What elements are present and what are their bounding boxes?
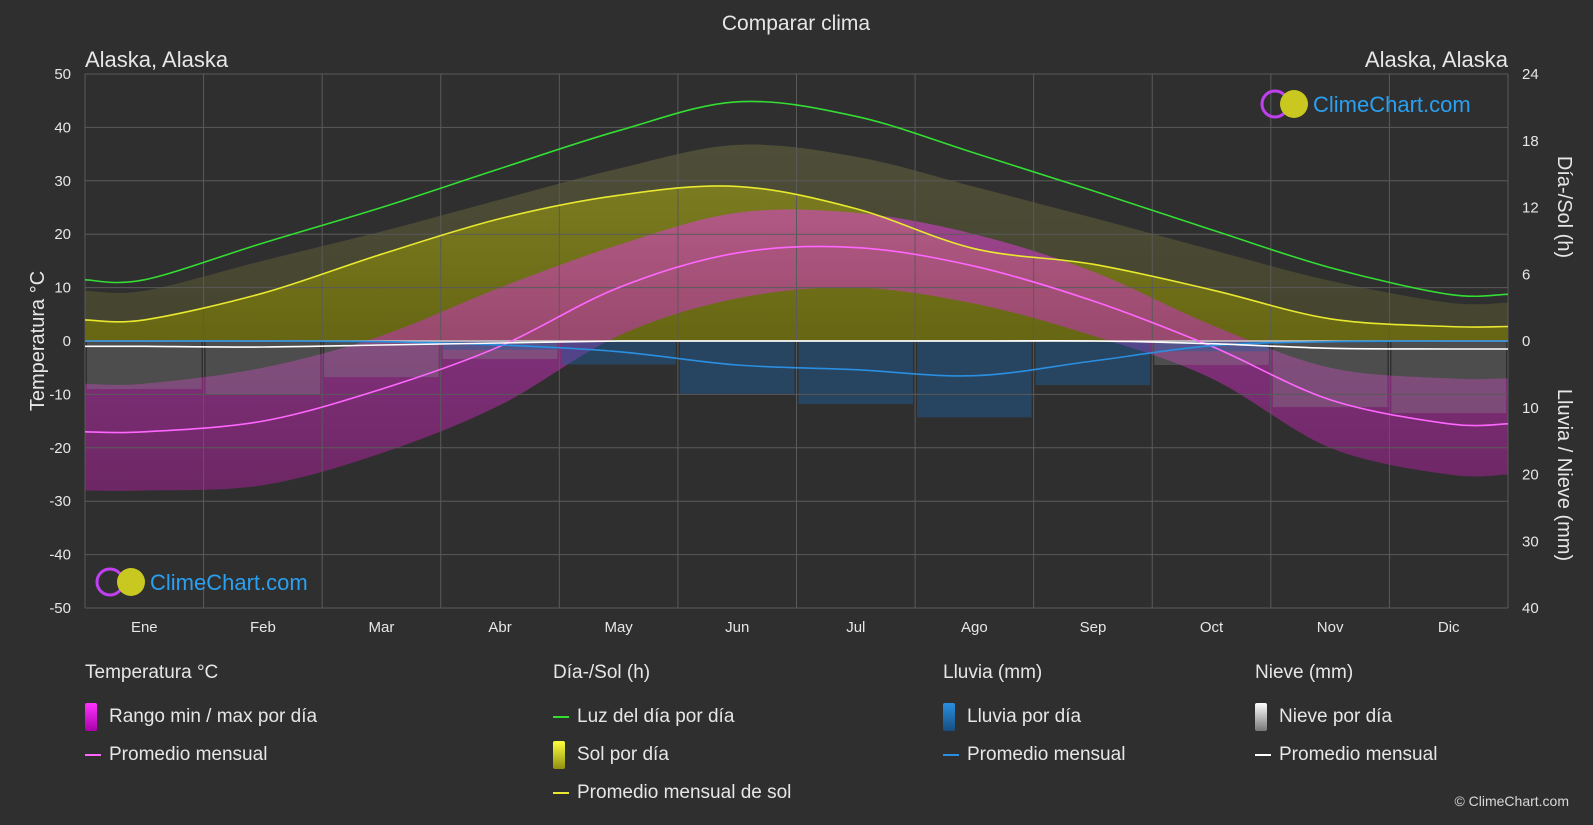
y-right-bottom-label: Lluvia / Nieve (mm) [1553,389,1575,561]
daylight-line [85,100,1508,298]
y-right-top-label: Día-/Sol (h) [1553,156,1575,258]
brand-text-top: ClimeChart.com [1313,92,1471,117]
x-tick-label: Ene [131,619,158,636]
y-left-tick-label: -20 [49,440,71,457]
y-left-tick-label: 30 [54,173,71,190]
legend-snow-avg: Promedio mensual [1255,736,1437,774]
legend-daylight-label: Luz del día por día [577,706,735,727]
y-left-tick-label: -40 [49,547,71,564]
legend-snow-day-label: Nieve por día [1279,706,1393,727]
legend-sun-avg-label: Promedio mensual de sol [577,782,792,803]
legend-rain-title: Lluvia (mm) [943,662,1043,683]
y-left-tick-label: 40 [54,119,71,136]
legend-temp-range: Rango min / max por día [85,698,317,736]
rain-swatch [943,703,955,731]
rain-avg-swatch [943,754,959,756]
legend-rain-avg-label: Promedio mensual [967,744,1126,765]
rain-bar [561,341,676,365]
sun-avg-line [85,185,1508,328]
snow-avg-swatch [1255,754,1271,756]
x-tick-label: May [604,619,633,636]
legend-rain-avg: Promedio mensual [943,736,1125,774]
y-right-bottom-tick-label: 20 [1522,467,1539,484]
rain-bar [917,341,1032,418]
x-tick-label: Ago [961,619,988,636]
y-left-label: Temperatura °C [27,271,49,411]
legend-sun-avg: Promedio mensual de sol [553,774,791,812]
legend-sun-label: Sol por día [577,744,669,765]
legend-rain-day-label: Lluvia por día [967,706,1082,727]
temp-avg-swatch [85,754,101,756]
legend-snow-day: Nieve por día [1255,698,1437,736]
x-tick-label: Jul [846,619,865,636]
legend-sun-day: Sol por día [553,736,791,774]
legend-temp-avg-label: Promedio mensual [109,744,268,765]
legend-snow-title: Nieve (mm) [1255,662,1354,683]
x-tick-label: Oct [1200,619,1224,636]
legend-temp-title: Temperatura °C [85,662,219,683]
temp-range-swatch [85,703,97,731]
legend-sun: Día-/Sol (h) Luz del día por día Sol por… [553,662,791,812]
sun-swatch [553,741,565,769]
y-right-bottom-tick-label: 40 [1522,600,1539,617]
snow-swatch [1255,703,1267,731]
location-right: Alaska, Alaska [1365,47,1509,72]
logo-sun-icon [1280,90,1308,118]
rain-bar [1035,341,1151,386]
snow-bar [205,341,321,396]
x-tick-label: Dic [1438,619,1460,636]
x-tick-label: Jun [725,619,749,636]
x-tick-label: Abr [488,619,511,636]
y-right-top-tick-label: 6 [1522,266,1530,283]
series-lines [85,100,1508,434]
rain-avg-line [85,340,1508,377]
x-tick-label: Mar [369,619,395,636]
x-tick-label: Nov [1317,619,1344,636]
legend-rain: Lluvia (mm) Lluvia por día Promedio mens… [943,662,1125,774]
legend-sun-title: Día-/Sol (h) [553,662,651,683]
brand-logo-top: ClimeChart.com [1260,89,1471,119]
legend-temp: Temperatura °C Rango min / max por día P… [85,662,317,774]
snow-bar [1391,341,1506,414]
x-tick-label: Sep [1080,619,1107,636]
y-left-tick-label: -10 [49,386,71,403]
legend-temp-range-label: Rango min / max por día [109,706,318,727]
axes: 50 40 30 20 10 0 -10 -20 -30 -40 -50 24 18 12 6 0 10 20 30… [49,66,1538,636]
legend-temp-avg: Promedio mensual [85,736,317,774]
y-right-top-tick-label: 24 [1522,66,1539,83]
snow-bar [324,341,439,378]
y-right-bottom-tick-label: 10 [1522,400,1539,417]
y-left-tick-label: -30 [49,493,71,510]
legend-snow: Nieve (mm) Nieve por día Promedio mensua… [1255,662,1437,774]
copyright: © ClimeChart.com [1454,793,1569,809]
y-right-bottom-tick-label: 30 [1522,533,1539,550]
y-left-tick-label: 0 [63,333,71,350]
y-right-top-tick-label: 12 [1522,200,1539,217]
legend-daylight: Luz del día por día [553,698,791,736]
temp-avg-line [85,245,1508,434]
legend-rain-day: Lluvia por día [943,698,1125,736]
legend-snow-avg-label: Promedio mensual [1279,744,1438,765]
snow-bar [1272,341,1388,408]
sun-avg-swatch [553,792,569,794]
y-left-tick-label: 50 [54,66,71,83]
y-left-tick-label: 20 [54,226,71,243]
brand-logo-bottom: ClimeChart.com [95,567,308,597]
logo-sun-icon [117,568,145,596]
brand-text-bottom: ClimeChart.com [150,570,308,595]
y-right-top-tick-label: 0 [1522,333,1530,350]
y-left-tick-label: 10 [54,280,71,297]
snow-avg-line [85,340,1508,350]
x-tick-label: Feb [250,619,276,636]
y-right-top-tick-label: 18 [1522,133,1539,150]
location-left: Alaska, Alaska [85,47,229,72]
snow-bar [87,341,202,390]
y-left-tick-label: -50 [49,600,71,617]
daylight-swatch [553,716,569,718]
chart-title: Comparar clima [722,12,871,35]
